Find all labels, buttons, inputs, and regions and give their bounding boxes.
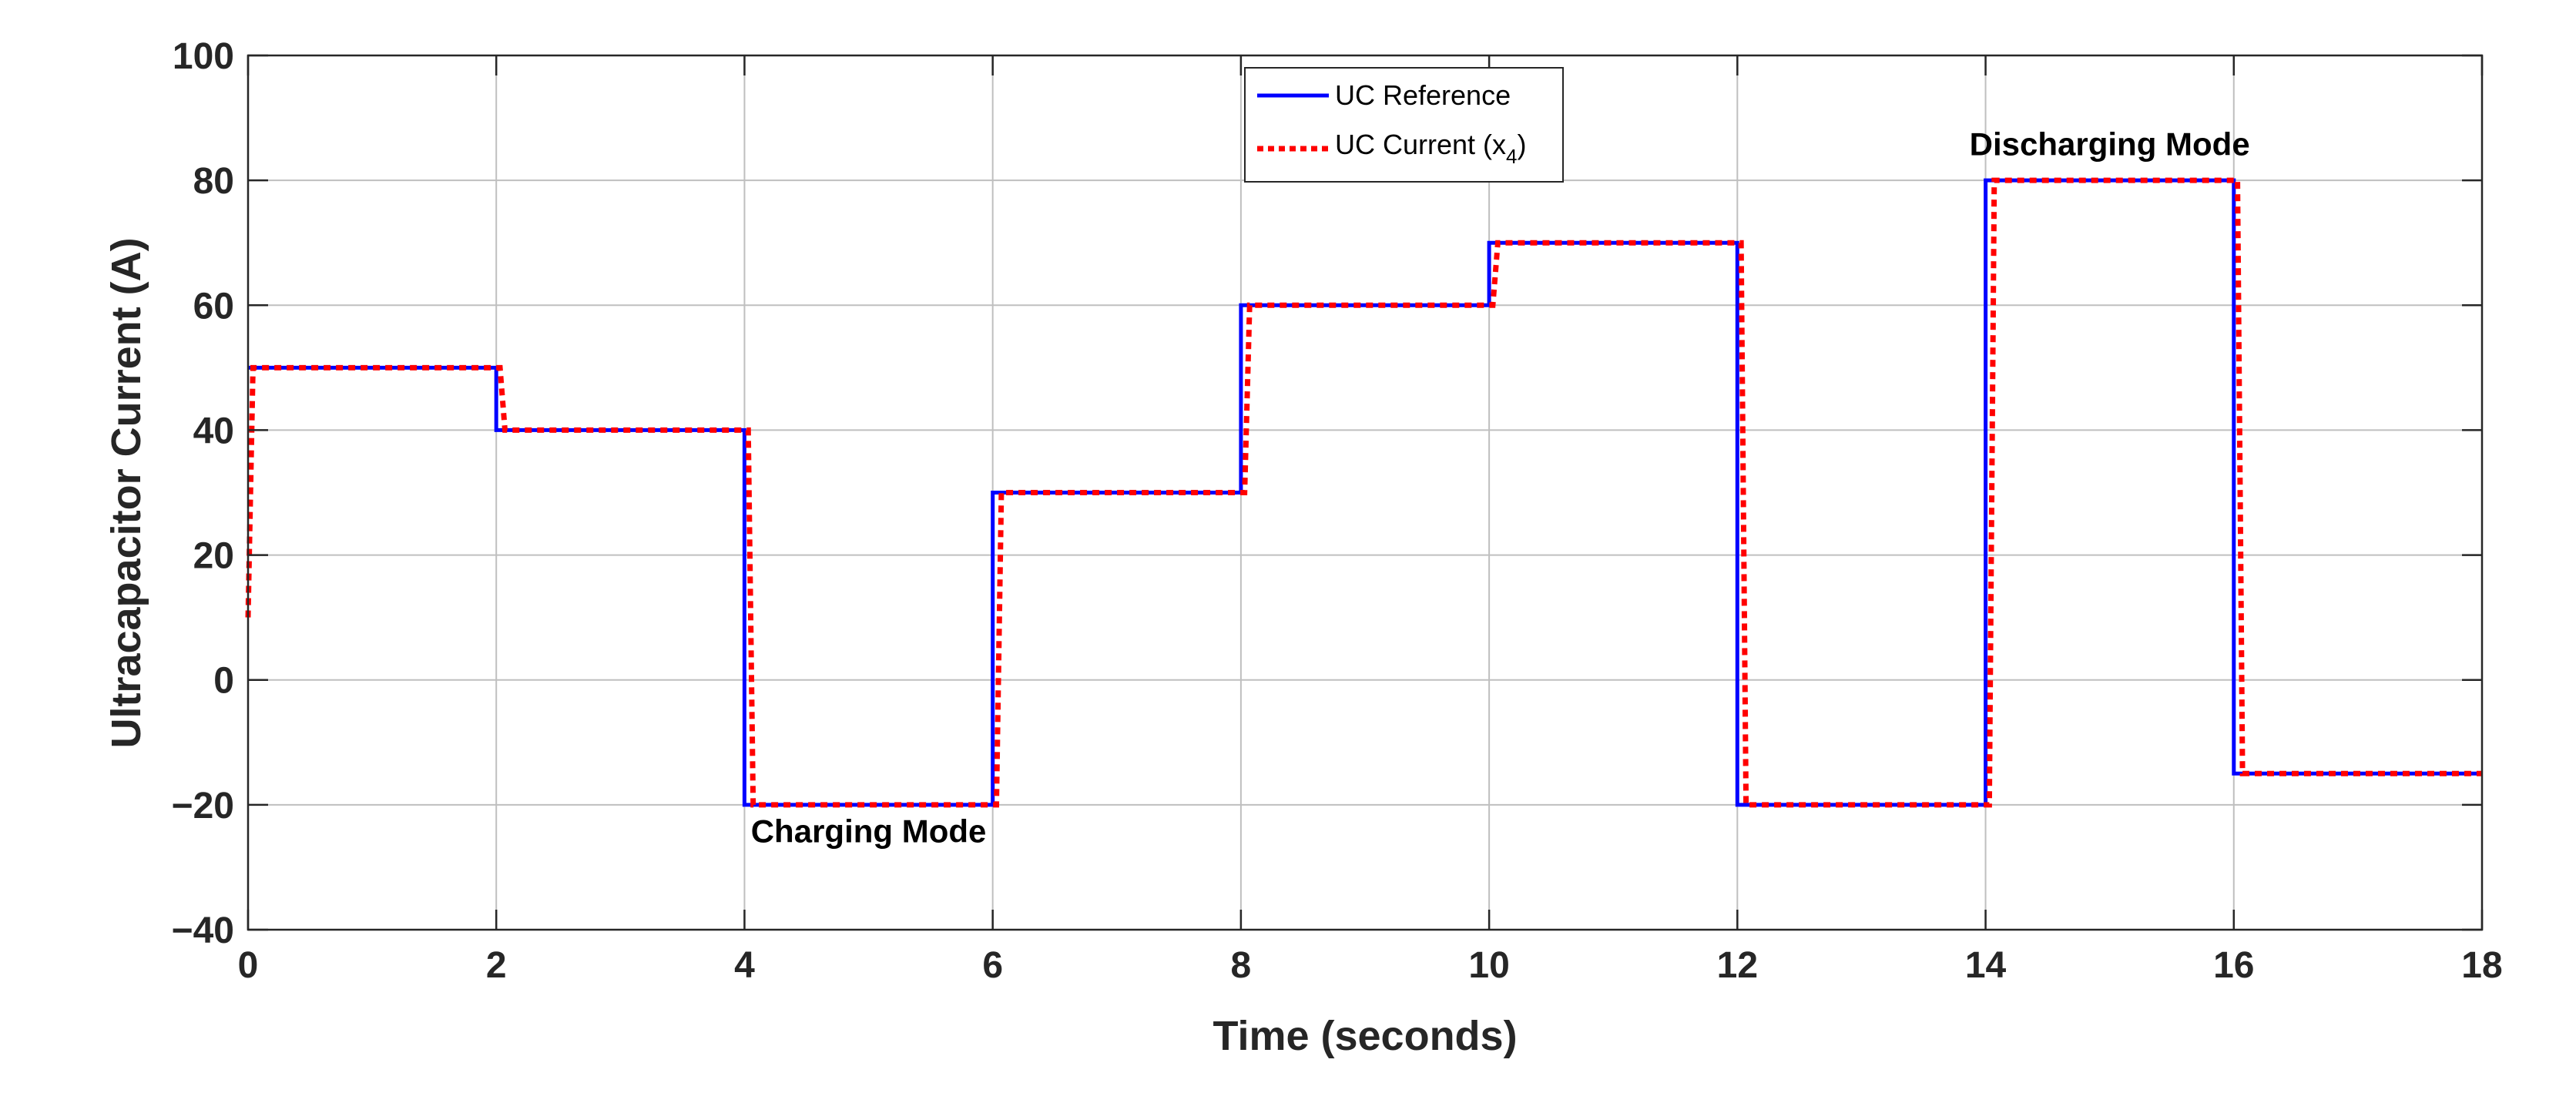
x-tick-label: 12 xyxy=(1717,945,1758,986)
legend-label-uc-current-end: ) xyxy=(1518,129,1527,160)
x-tick-label: 6 xyxy=(982,945,1003,986)
annotation-discharging-mode: Discharging Mode xyxy=(1970,126,2250,163)
x-tick-label: 14 xyxy=(1965,945,2007,986)
y-tick-label: 60 xyxy=(193,286,234,327)
y-tick-label: 80 xyxy=(193,161,234,202)
legend-label-uc-current-sub: 4 xyxy=(1506,145,1517,168)
y-tick-label: 100 xyxy=(173,36,234,77)
plot-background xyxy=(248,55,2482,930)
legend: UC Reference UC Current (x4) xyxy=(1244,67,1564,183)
x-tick-label: 2 xyxy=(486,945,507,986)
x-tick-label: 18 xyxy=(2461,945,2502,986)
y-tick-label: 20 xyxy=(193,536,234,577)
x-tick-label: 16 xyxy=(2213,945,2254,986)
y-tick-label: −20 xyxy=(172,786,234,826)
x-axis-label: Time (seconds) xyxy=(1213,1013,1517,1059)
series-line-uc-current xyxy=(245,177,2482,808)
series-layer xyxy=(245,177,2482,808)
y-tick-label: 0 xyxy=(213,661,234,702)
y-axis-label: Ultracapacitor Current (A) xyxy=(103,237,149,748)
annotations: Charging Mode Discharging Mode xyxy=(751,126,2250,850)
legend-box xyxy=(1244,67,1564,183)
tick-labels: 0 2 4 6 8 10 12 14 16 18 −40 −20 0 20 40 60 80 100 xyxy=(172,36,2503,986)
legend-label-uc-reference: UC Reference xyxy=(1335,79,1511,111)
x-tick-label: 0 xyxy=(238,945,259,986)
x-tick-label: 8 xyxy=(1231,945,1252,986)
x-tick-label: 10 xyxy=(1468,945,1509,986)
legend-label-uc-current-main: UC Current (x xyxy=(1335,129,1506,160)
annotation-charging-mode: Charging Mode xyxy=(751,813,987,850)
x-tick-label: 4 xyxy=(734,945,755,986)
legend-label-uc-current: UC Current (x4) xyxy=(1335,129,1527,168)
y-tick-label: 40 xyxy=(193,411,234,451)
ticks xyxy=(247,54,2484,931)
y-tick-label: −40 xyxy=(172,910,234,951)
plot-border xyxy=(247,54,2484,931)
